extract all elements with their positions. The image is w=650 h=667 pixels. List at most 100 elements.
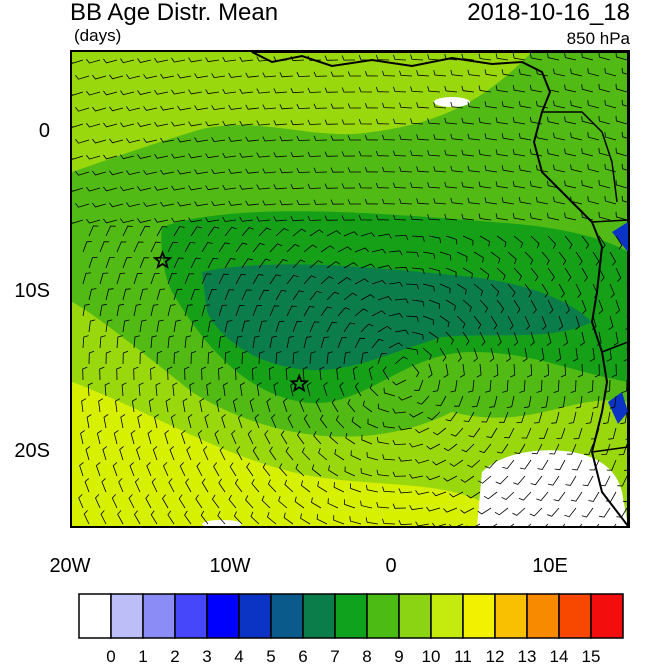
wind-barb — [439, 283, 451, 294]
wind-barb — [122, 257, 132, 269]
wind-barb — [165, 398, 171, 413]
wind-barb — [416, 102, 430, 109]
wind-barb — [171, 89, 186, 95]
wind-barb — [445, 267, 457, 278]
colorbar-tick-label: 5 — [266, 647, 276, 666]
wind-barb — [393, 182, 407, 189]
wind-barb — [382, 134, 396, 141]
wind-barb — [188, 153, 203, 159]
wind-barb — [360, 294, 375, 301]
wind-barb — [615, 299, 620, 314]
wind-barb — [382, 486, 396, 493]
wind-barb — [117, 510, 124, 525]
wind-barb — [547, 180, 560, 189]
wind-barb — [85, 446, 91, 461]
wind-barb — [172, 382, 178, 397]
wind-barb — [409, 505, 424, 511]
wind-barb — [280, 430, 288, 445]
wind-barb — [512, 507, 526, 516]
wind-barb — [229, 462, 237, 477]
wind-barb — [616, 507, 628, 518]
wind-barb — [239, 152, 254, 158]
wind-barb — [478, 213, 492, 221]
wind-barb — [467, 165, 481, 173]
wind-barb — [494, 507, 509, 516]
wind-barb — [307, 215, 322, 221]
wind-barb — [621, 163, 628, 171]
wind-barb — [541, 283, 549, 298]
wind-barb — [496, 235, 507, 248]
wind-barb — [416, 70, 430, 77]
wind-barb — [598, 267, 605, 282]
wind-barb — [273, 56, 288, 62]
wind-barb — [601, 443, 611, 455]
wind-barb — [279, 104, 294, 110]
wind-barb — [228, 104, 243, 110]
wind-barb — [82, 303, 90, 317]
wind-barb — [439, 347, 447, 362]
wind-barb — [160, 201, 175, 207]
wind-barb — [570, 379, 577, 393]
wind-barb — [450, 427, 464, 437]
wind-barb — [371, 310, 386, 317]
wind-barb — [200, 510, 209, 525]
wind-barb — [201, 478, 209, 493]
wind-barb — [490, 283, 500, 297]
wind-barb — [433, 102, 447, 109]
wind-barb — [541, 395, 549, 409]
wind-barb — [296, 103, 311, 110]
wind-barb — [313, 103, 328, 109]
wind-barb — [414, 379, 424, 391]
wind-barb — [269, 243, 283, 253]
wind-barb — [315, 398, 322, 413]
wind-barb — [399, 166, 413, 173]
wind-barb — [286, 243, 300, 253]
wind-barb — [410, 54, 424, 61]
wind-barb — [307, 151, 322, 157]
wind-barb — [513, 475, 526, 485]
wind-barb — [137, 90, 152, 95]
wind-barb — [309, 260, 323, 269]
wind-barb — [364, 198, 379, 205]
wind-barb — [178, 494, 186, 509]
wind-barb — [239, 184, 254, 190]
wind-barb — [122, 288, 131, 301]
wind-barb — [360, 323, 374, 333]
wind-barb — [473, 315, 482, 330]
wind-barb — [460, 475, 475, 483]
wind-barb — [466, 491, 481, 499]
map-panel — [70, 50, 630, 528]
wind-barb — [428, 299, 440, 309]
wind-barb — [461, 181, 475, 189]
wind-barb — [167, 366, 173, 381]
wind-barb — [564, 180, 577, 189]
wind-barb — [269, 446, 277, 461]
wind-barb — [360, 467, 373, 477]
wind-barb — [575, 251, 583, 266]
wind-barb — [201, 366, 207, 381]
wind-barb — [365, 517, 379, 525]
wind-barb — [536, 132, 549, 141]
wind-barb — [262, 136, 277, 142]
wind-barb — [495, 53, 509, 61]
wind-barb — [313, 431, 322, 445]
wind-barb — [75, 107, 90, 112]
wind-barb — [364, 134, 379, 141]
wind-barb — [103, 154, 118, 160]
wind-barb — [530, 235, 540, 249]
wind-barb — [478, 475, 492, 484]
wind-barb — [382, 102, 396, 109]
wind-barb — [279, 200, 294, 206]
wind-barb — [461, 53, 475, 61]
wind-barb — [564, 84, 577, 93]
wind-barb — [529, 52, 543, 61]
wind-barb — [405, 251, 419, 258]
wind-barb — [239, 88, 254, 94]
wind-barb — [502, 459, 515, 470]
wind-barb — [337, 307, 351, 317]
wind-barb — [459, 363, 465, 378]
wind-barb — [427, 363, 433, 378]
wind-barb — [547, 235, 556, 249]
wind-barb — [575, 395, 583, 409]
wind-barb — [513, 299, 521, 314]
